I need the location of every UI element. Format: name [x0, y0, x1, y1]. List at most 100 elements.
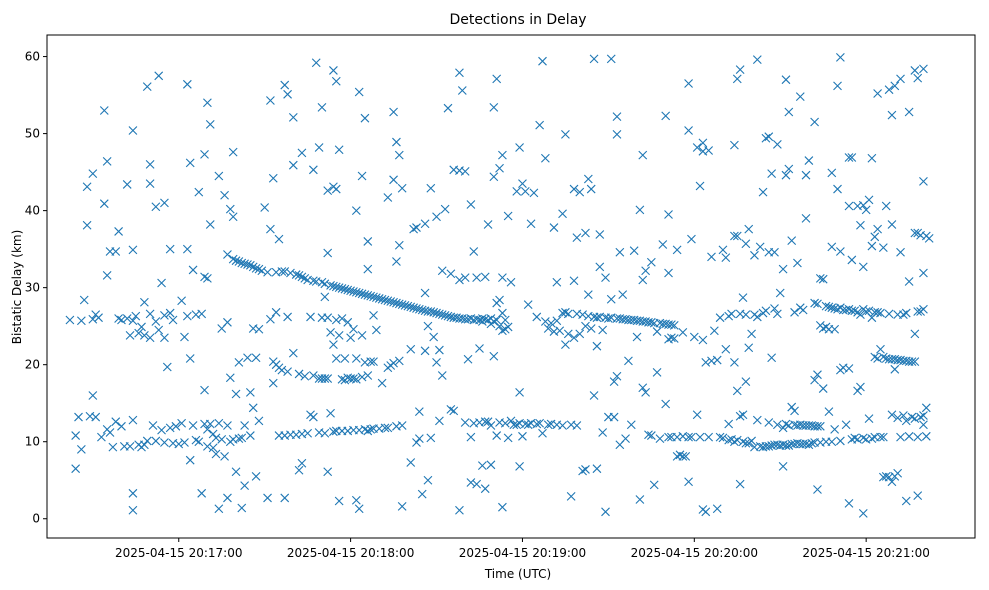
- data-point: [180, 438, 189, 447]
- data-point: [675, 450, 685, 460]
- data-point: [432, 308, 441, 318]
- data-point: [205, 419, 215, 429]
- data-point: [609, 412, 619, 422]
- data-point: [203, 441, 212, 451]
- data-point: [569, 184, 579, 194]
- data-point: [99, 106, 109, 115]
- data-point: [724, 419, 734, 429]
- data-point: [646, 431, 656, 440]
- data-point: [867, 153, 877, 163]
- data-point: [563, 329, 573, 339]
- data-point: [105, 428, 115, 437]
- data-point: [288, 160, 298, 170]
- data-point: [847, 306, 857, 316]
- data-point: [612, 112, 622, 122]
- data-point: [125, 331, 135, 340]
- data-point: [266, 224, 275, 234]
- data-point: [586, 324, 596, 333]
- data-point: [139, 440, 149, 450]
- data-point: [904, 431, 914, 441]
- data-point: [578, 466, 587, 476]
- data-point: [108, 442, 118, 452]
- data-point: [781, 75, 791, 85]
- data-point: [495, 163, 504, 173]
- data-point: [503, 322, 513, 332]
- data-point: [294, 369, 304, 379]
- data-point: [850, 433, 860, 443]
- data-point: [188, 421, 198, 430]
- data-point: [297, 458, 307, 468]
- data-point: [601, 273, 610, 283]
- data-point: [612, 129, 622, 139]
- data-point: [835, 436, 845, 446]
- data-point: [340, 354, 350, 363]
- data-point: [420, 346, 430, 356]
- data-point: [770, 304, 779, 313]
- data-point: [180, 332, 189, 342]
- x-tick-label: 2025-04-15 20:21:00: [802, 546, 929, 560]
- data-point: [326, 327, 335, 337]
- data-point: [572, 233, 582, 242]
- data-point: [128, 316, 138, 326]
- data-point: [844, 304, 854, 314]
- data-point: [618, 290, 628, 299]
- data-point: [349, 374, 358, 383]
- data-point: [114, 227, 123, 236]
- data-point: [394, 356, 404, 366]
- data-point: [392, 257, 401, 266]
- data-point: [111, 247, 121, 256]
- data-point: [308, 371, 318, 380]
- data-point: [483, 220, 493, 229]
- data-point: [480, 417, 490, 427]
- data-point: [603, 314, 613, 323]
- data-point: [406, 458, 416, 467]
- data-point: [223, 250, 232, 259]
- data-point: [291, 270, 301, 279]
- data-point: [907, 412, 917, 422]
- data-point: [211, 433, 221, 443]
- data-point: [320, 374, 330, 383]
- data-point: [466, 478, 476, 487]
- data-point: [483, 315, 493, 325]
- data-point: [635, 495, 645, 504]
- data-point: [689, 332, 699, 342]
- data-point: [646, 257, 656, 267]
- data-point: [830, 425, 840, 434]
- data-point: [443, 311, 453, 321]
- data-point: [231, 389, 241, 399]
- data-point: [575, 329, 585, 339]
- data-point: [581, 321, 590, 331]
- data-point: [583, 174, 593, 184]
- data-point: [460, 418, 470, 427]
- data-point: [575, 187, 585, 197]
- data-point: [764, 441, 774, 451]
- data-point: [586, 184, 596, 194]
- data-point: [208, 429, 218, 439]
- data-point: [721, 253, 731, 263]
- data-point: [489, 351, 499, 361]
- data-point: [380, 423, 390, 433]
- data-point: [698, 138, 708, 148]
- data-point: [921, 431, 931, 441]
- data-point: [761, 306, 771, 316]
- data-point: [712, 504, 722, 514]
- data-point: [357, 372, 367, 382]
- chart-title: Detections in Delay: [449, 12, 586, 28]
- data-point: [492, 74, 502, 84]
- data-point: [374, 294, 384, 303]
- data-point: [162, 362, 172, 372]
- data-point: [744, 343, 754, 353]
- data-point: [340, 284, 350, 294]
- data-point: [515, 461, 524, 471]
- data-point: [896, 74, 905, 84]
- data-point: [351, 287, 361, 297]
- data-point: [486, 460, 496, 470]
- data-point: [498, 308, 507, 318]
- data-point: [770, 247, 779, 257]
- data-point: [251, 353, 261, 363]
- data-point: [844, 498, 854, 508]
- data-point: [331, 184, 341, 194]
- data-point: [231, 467, 241, 477]
- data-point: [254, 264, 264, 274]
- data-point: [735, 479, 745, 489]
